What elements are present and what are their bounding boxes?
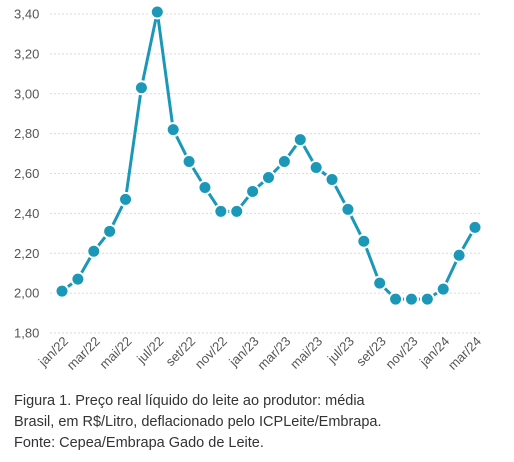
caption-line-2: Brasil, em R$/Litro, deflacionado pelo I… (14, 414, 382, 430)
data-point (118, 191, 134, 207)
data-point (276, 154, 292, 170)
data-point (133, 80, 149, 96)
data-point (435, 281, 451, 297)
data-point (451, 247, 467, 263)
x-tick-label: mar/22 (64, 334, 103, 373)
series-line (61, 10, 477, 301)
data-point (261, 169, 276, 185)
y-tick-label: 1,80 (14, 326, 39, 341)
data-point (403, 291, 419, 307)
caption-line-3: Fonte: Cepea/Embrapa Gado de Leite. (14, 435, 264, 451)
data-point (149, 4, 165, 20)
data-point (213, 203, 229, 219)
y-tick-label: 3,20 (14, 46, 39, 61)
y-tick-label: 3,40 (14, 7, 39, 22)
data-point (324, 171, 340, 187)
x-tick-label: nov/22 (192, 334, 230, 372)
data-point (181, 154, 197, 170)
x-tick-label: nov/23 (382, 334, 420, 372)
data-point (467, 219, 483, 235)
x-tick-label: mar/24 (445, 334, 484, 373)
data-point (388, 291, 404, 307)
data-point (86, 243, 102, 259)
x-tick-label: jul/23 (324, 334, 357, 367)
x-tick-label: set/23 (353, 334, 389, 370)
data-point (70, 271, 86, 287)
data-point (165, 122, 181, 138)
figure-caption: Figura 1. Preço real líquido do leite ao… (14, 391, 500, 454)
data-point (102, 223, 118, 239)
y-tick-label: 2,20 (14, 246, 39, 261)
line-chart: 1,802,002,202,402,602,803,003,203,40jan/… (14, 4, 484, 373)
x-tick-label: mar/23 (254, 334, 293, 373)
data-point (245, 183, 261, 199)
x-tick-label: mai/23 (287, 334, 325, 372)
data-point (372, 275, 388, 291)
y-tick-label: 2,80 (14, 126, 39, 141)
y-tick-label: 3,00 (14, 86, 39, 101)
y-tick-label: 2,00 (14, 286, 39, 301)
data-point (54, 283, 70, 299)
data-point (308, 160, 324, 176)
caption-line-1: Figura 1. Preço real líquido do leite ao… (14, 393, 365, 409)
data-point (292, 132, 308, 148)
x-tick-label: jul/22 (133, 334, 166, 367)
data-point (419, 291, 435, 307)
data-point (229, 203, 245, 219)
data-point (356, 233, 372, 249)
y-tick-label: 2,40 (14, 206, 39, 221)
x-tick-label: set/22 (163, 334, 199, 370)
y-tick-label: 2,60 (14, 166, 39, 181)
data-point (197, 179, 213, 195)
data-point (340, 201, 356, 217)
x-tick-label: mai/22 (96, 334, 134, 372)
